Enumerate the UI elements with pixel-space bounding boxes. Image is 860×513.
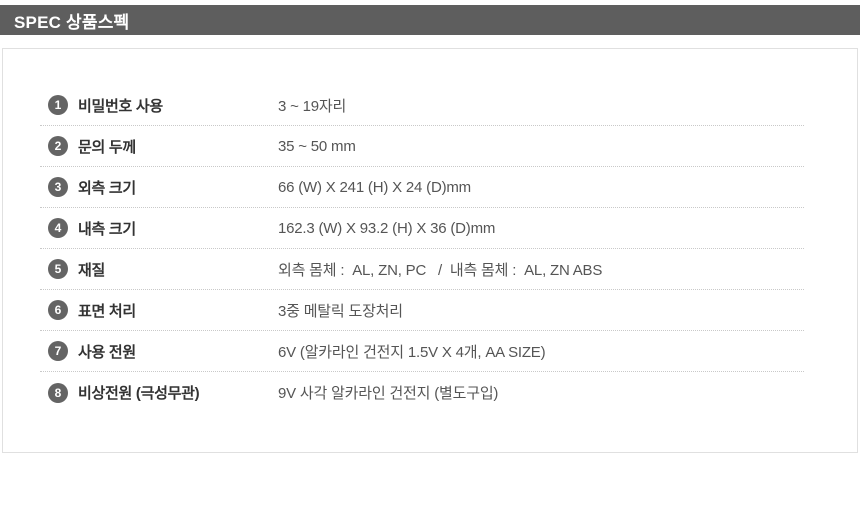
spec-label: 내측 크기 <box>78 220 136 238</box>
spec-value: 35 ~ 50 mm <box>278 137 356 155</box>
spec-list: 1 비밀번호 사용 3 ~ 19자리 2 문의 두께 35 ~ 50 mm 3 … <box>40 85 804 413</box>
spec-label: 표면 처리 <box>78 302 136 320</box>
spec-row: 2 문의 두께 35 ~ 50 mm <box>40 126 804 167</box>
spec-value: 3중 메탈릭 도장처리 <box>278 302 403 320</box>
row-number-badge: 5 <box>48 259 68 279</box>
spec-label: 외측 크기 <box>78 179 136 197</box>
spec-value: 9V 사각 알카라인 건전지 (별도구입) <box>278 385 499 402</box>
spec-row: 6 표면 처리 3중 메탈릭 도장처리 <box>40 290 804 331</box>
spec-value: 3 ~ 19자리 <box>278 97 347 115</box>
spec-label: 비상전원 (극성무관) <box>78 385 200 402</box>
row-number-badge: 1 <box>48 95 68 115</box>
spec-section-header: SPEC 상품스펙 <box>0 5 860 35</box>
spec-value: 외측 몸체 : AL, ZN, PC / 내측 몸체 : AL, ZN ABS <box>278 261 603 279</box>
spec-row: 7 사용 전원 6V (알카라인 건전지 1.5V X 4개, AA SIZE) <box>40 331 804 372</box>
spec-row: 5 재질 외측 몸체 : AL, ZN, PC / 내측 몸체 : AL, ZN… <box>40 249 804 290</box>
spec-row: 4 내측 크기 162.3 (W) X 93.2 (H) X 36 (D)mm <box>40 208 804 249</box>
spec-value: 162.3 (W) X 93.2 (H) X 36 (D)mm <box>278 219 496 237</box>
row-number-badge: 7 <box>48 341 68 361</box>
spec-label: 비밀번호 사용 <box>78 97 163 115</box>
row-number-badge: 2 <box>48 136 68 156</box>
spec-value: 6V (알카라인 건전지 1.5V X 4개, AA SIZE) <box>278 343 546 361</box>
row-number-badge: 8 <box>48 382 68 403</box>
spec-label: 재질 <box>78 261 106 279</box>
row-number-badge: 6 <box>48 300 68 320</box>
spec-label: 문의 두께 <box>78 138 136 156</box>
spec-row: 8 비상전원 (극성무관) 9V 사각 알카라인 건전지 (별도구입) <box>40 372 804 413</box>
spec-row: 3 외측 크기 66 (W) X 241 (H) X 24 (D)mm <box>40 167 804 208</box>
spec-label: 사용 전원 <box>78 343 136 361</box>
spec-section-title: SPEC 상품스펙 <box>14 12 130 32</box>
spec-value: 66 (W) X 241 (H) X 24 (D)mm <box>278 178 471 196</box>
spec-table: 1 비밀번호 사용 3 ~ 19자리 2 문의 두께 35 ~ 50 mm 3 … <box>2 48 858 453</box>
row-number-badge: 4 <box>48 218 68 238</box>
spec-row: 1 비밀번호 사용 3 ~ 19자리 <box>40 85 804 126</box>
row-number-badge: 3 <box>48 177 68 197</box>
